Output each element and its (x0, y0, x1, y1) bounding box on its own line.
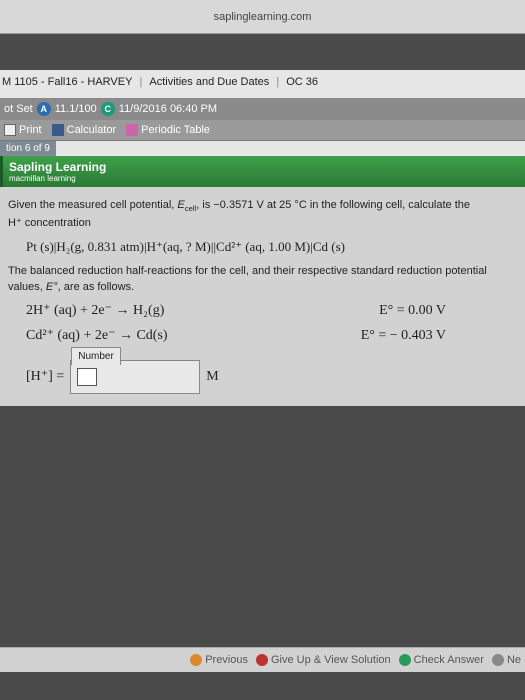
page-container: M 1105 - Fall16 - HARVEY | Activities an… (0, 70, 525, 406)
problem-line-3: The balanced reduction half-reactions fo… (8, 263, 517, 296)
due-text: 11/9/2016 06:40 PM (119, 103, 217, 115)
question-pager: tion 6 of 9 (0, 141, 56, 156)
previous-button[interactable]: Previous (190, 654, 248, 666)
cell-notation: Pt (s)|H₂(g, 0.831 atm)|H⁺(aq, ? M)||Cd²… (26, 237, 517, 257)
next-icon (492, 654, 504, 666)
answer-lhs: [H⁺] = (26, 366, 64, 387)
problem-line-2: H⁺ concentration (8, 215, 517, 232)
toolbar: Print Calculator Periodic Table (0, 120, 525, 141)
give-up-icon (256, 654, 268, 666)
crumb-activities[interactable]: Activities and Due Dates (149, 76, 269, 88)
number-box[interactable]: Number (70, 360, 200, 394)
calculator-icon (52, 124, 64, 136)
crumb-sep: | (276, 76, 279, 88)
calculator-button[interactable]: Calculator (52, 124, 117, 136)
brand-header: Sapling Learning macmillan learning (0, 156, 525, 187)
answer-input[interactable] (77, 368, 97, 386)
periodic-table-icon (126, 124, 138, 136)
print-icon (4, 124, 16, 136)
clock-icon: C (101, 102, 115, 116)
next-button[interactable]: Ne (492, 654, 521, 666)
answer-unit: M (206, 366, 218, 387)
give-up-button[interactable]: Give Up & View Solution (256, 654, 391, 666)
score-icon: A (37, 102, 51, 116)
crumb-course[interactable]: M 1105 - Fall16 - HARVEY (2, 76, 132, 88)
score-text: 11.1/100 (55, 103, 97, 115)
crumb-sep: | (139, 76, 142, 88)
check-icon (399, 654, 411, 666)
footer-bar: Previous Give Up & View Solution Check A… (0, 647, 525, 672)
url-text: saplinglearning.com (214, 11, 312, 23)
content-area: Sapling Learning macmillan learning Give… (0, 156, 525, 406)
breadcrumb: M 1105 - Fall16 - HARVEY | Activities an… (0, 70, 525, 98)
crumb-item[interactable]: OC 36 (286, 76, 318, 88)
previous-icon (190, 654, 202, 666)
half-reaction-2: Cd²⁺ (aq) + 2e⁻ → Cd(s) E° = − 0.403 V (26, 325, 446, 346)
set-label: ot Set (4, 103, 33, 115)
number-label: Number (71, 347, 121, 365)
problem-body: Given the measured cell potential, Ecell… (0, 187, 525, 406)
print-button[interactable]: Print (4, 124, 42, 136)
assignment-topbar: ot Set A 11.1/100 C 11/9/2016 06:40 PM (0, 98, 525, 120)
browser-address-bar: saplinglearning.com (0, 0, 525, 34)
half-reaction-1: 2H⁺ (aq) + 2e⁻ → H₂(g) E° = 0.00 V (26, 300, 446, 321)
problem-line-1: Given the measured cell potential, Ecell… (8, 197, 517, 215)
periodic-table-button[interactable]: Periodic Table (126, 124, 210, 136)
check-answer-button[interactable]: Check Answer (399, 654, 484, 666)
answer-row: [H⁺] = Number M (26, 360, 499, 394)
